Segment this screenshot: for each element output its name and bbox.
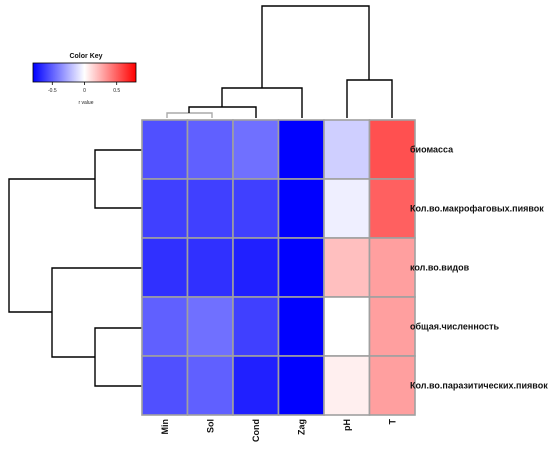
row-dendro-link-1-2 — [94, 149, 142, 209]
heatmap-cell — [368, 119, 416, 180]
heatmap-cell — [277, 296, 325, 357]
row-label: кол.во.видов — [410, 263, 470, 273]
heatmap-cell — [368, 355, 416, 416]
color-key-tick-label: 0.5 — [113, 88, 120, 94]
column-label: T — [387, 419, 397, 425]
color-key-tick-label: -0.5 — [48, 88, 57, 94]
col-dendro-link-ph-t — [346, 79, 393, 118]
heatmap-cell — [141, 355, 189, 416]
heatmap-cell — [186, 178, 234, 239]
heatmap-cell — [141, 237, 189, 298]
column-label: Cond — [251, 419, 261, 442]
heatmap-cell — [277, 237, 325, 298]
heatmap-cell — [277, 119, 325, 180]
col-dendro-link-zag — [221, 87, 303, 118]
heatmap-cell — [232, 355, 280, 416]
heatmap-cell — [323, 296, 371, 357]
heatmap-cell — [277, 178, 325, 239]
row-label: общая.численность — [410, 322, 500, 332]
row-dendro-link-3 — [51, 267, 142, 358]
color-key-tick-label: 0 — [83, 88, 86, 94]
heatmap-cell — [368, 178, 416, 239]
heatmap-cell — [186, 119, 234, 180]
heatmap-cell — [186, 355, 234, 416]
heatmap-cell — [232, 119, 280, 180]
heatmap-cell — [186, 237, 234, 298]
heatmap-cell — [232, 178, 280, 239]
heatmap-cell — [323, 237, 371, 298]
row-label: Кол.во.паразитических.пиявок — [410, 381, 548, 391]
row-dendro-link-4-5 — [94, 327, 142, 387]
heatmap-cell — [323, 355, 371, 416]
heatmap-cell — [323, 178, 371, 239]
column-labels: Min Sol Cond Zag pH T — [160, 419, 397, 443]
row-labels: биомасса Кол.во.макрофаговых.пиявок кол.во… — [410, 145, 548, 391]
heatmap-cell — [232, 296, 280, 357]
row-dendrogram — [8, 149, 142, 387]
color-key-gradient — [32, 62, 137, 83]
heatmap-cell — [186, 296, 234, 357]
heatmap-cell — [141, 119, 189, 180]
color-key-label: r value — [78, 100, 93, 106]
col-dendro-link-root — [261, 5, 370, 88]
row-label: биомасса — [410, 145, 454, 155]
heatmap-cell — [368, 237, 416, 298]
column-label: pH — [342, 419, 352, 431]
heatmap-cell — [141, 178, 189, 239]
heatmap-cell — [232, 237, 280, 298]
col-dendro-link-min-sol — [166, 112, 213, 118]
heatmap-cell — [141, 296, 189, 357]
column-dendrogram — [166, 5, 393, 118]
row-label: Кол.во.макрофаговых.пиявок — [410, 204, 544, 214]
heatmap-cell — [277, 355, 325, 416]
row-dendro-link-root — [8, 178, 95, 313]
column-label: Min — [160, 419, 170, 435]
color-key: Color Key -0.5 0 0.5 r value — [32, 53, 137, 106]
column-label: Zag — [296, 419, 306, 435]
heatmap-cell — [368, 296, 416, 357]
column-label: Sol — [205, 419, 215, 433]
color-key-title: Color Key — [69, 53, 102, 60]
heatmap-cell — [323, 119, 371, 180]
heatmap-cells — [141, 119, 416, 416]
